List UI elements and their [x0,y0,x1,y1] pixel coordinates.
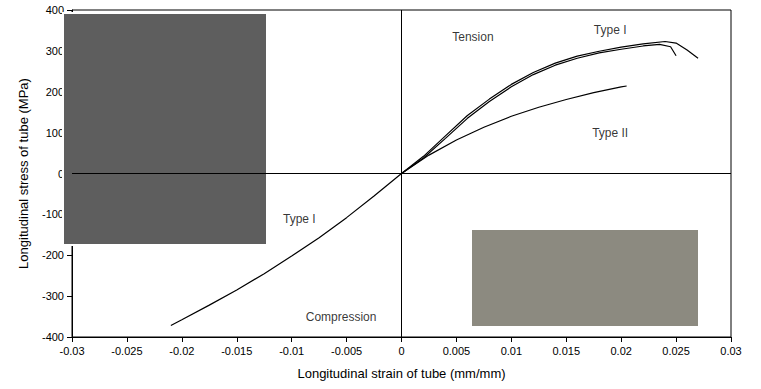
svg-text:-200: -200 [42,249,64,261]
svg-text:0.015: 0.015 [552,345,580,357]
svg-text:300: 300 [46,45,64,57]
svg-text:Compression: Compression [306,310,377,324]
svg-text:400: 400 [46,4,64,16]
svg-text:100: 100 [46,127,64,139]
svg-text:0.03: 0.03 [720,345,741,357]
svg-text:0.025: 0.025 [662,345,690,357]
svg-text:Type I: Type I [283,212,316,226]
svg-text:-100: -100 [42,208,64,220]
svg-text:0.01: 0.01 [501,345,522,357]
svg-text:-300: -300 [42,290,64,302]
svg-text:Longitudinal strain of tube (m: Longitudinal strain of tube (mm/mm) [297,366,505,381]
svg-text:-0.03: -0.03 [59,345,84,357]
svg-text:-0.025: -0.025 [111,345,142,357]
svg-text:-0.02: -0.02 [169,345,194,357]
svg-text:Longitudinal stress of tube (M: Longitudinal stress of tube (MPa) [16,78,31,269]
svg-text:0.02: 0.02 [610,345,631,357]
svg-text:0: 0 [57,167,64,180]
svg-text:0: 0 [398,345,404,357]
svg-text:-0.015: -0.015 [221,345,252,357]
svg-text:-0.005: -0.005 [331,345,362,357]
svg-text:Tension: Tension [452,30,493,44]
svg-text:200: 200 [46,86,64,98]
svg-text:Type I: Type I [594,23,627,37]
svg-text:Type II: Type II [592,126,628,140]
svg-text:0.005: 0.005 [443,345,471,357]
svg-text:-400: -400 [42,331,64,343]
svg-text:-0.01: -0.01 [279,345,304,357]
